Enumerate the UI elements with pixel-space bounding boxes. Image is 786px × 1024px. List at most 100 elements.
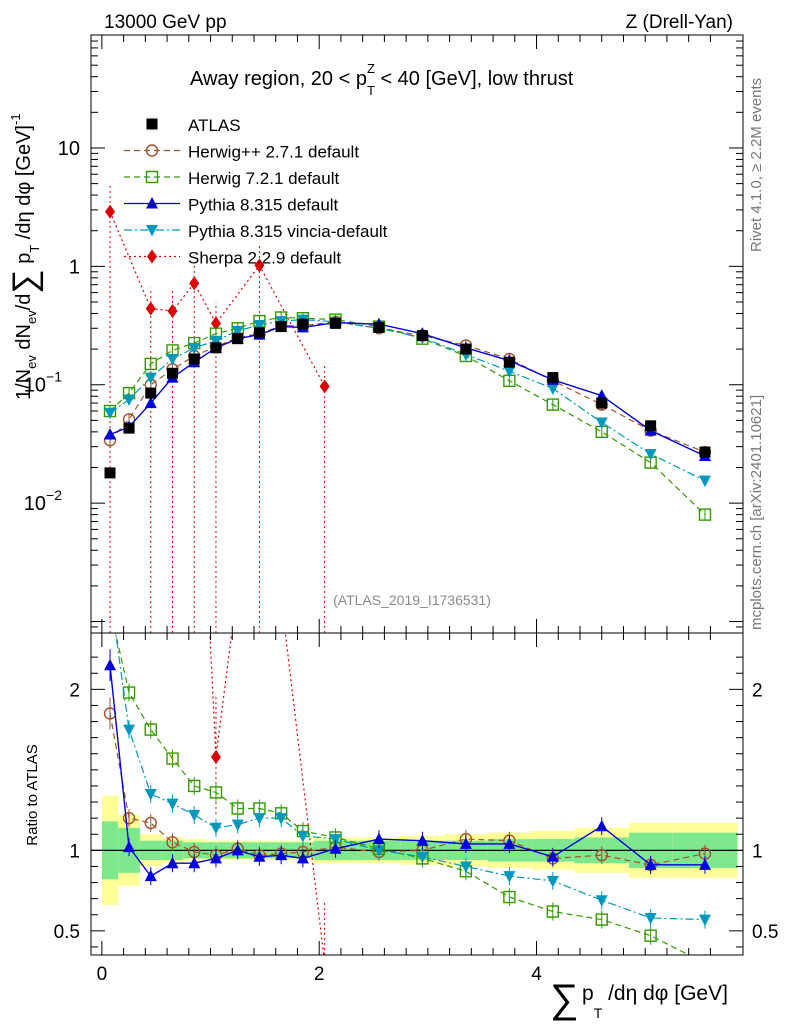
main-y-axis: 10−2 10−1 1 10	[24, 34, 743, 634]
ratio-point-pythia-7	[253, 850, 266, 862]
ratio-point-sherpa-4	[254, 409, 264, 423]
legend: ATLAS Herwig++ 2.7.1 default Herwig 7.2.1 …	[124, 116, 388, 268]
legend-label-atlas: ATLAS	[188, 116, 241, 135]
ratio-y-tick-label-right-0: 0.5	[752, 922, 778, 943]
point-vincia-17	[644, 449, 657, 461]
point-vincia-3	[166, 354, 179, 366]
ratio-point-herwig7-4	[188, 779, 201, 793]
point-atlas-15	[547, 372, 559, 384]
main-y-tick-label-2: 1	[69, 256, 80, 278]
ratio-point-herwig7-14	[503, 890, 516, 904]
ratio-point-vincia-16	[595, 895, 608, 907]
ratio-point-herwig7-3	[166, 752, 179, 765]
main-y-tick-label-3: 10	[58, 138, 80, 160]
series-sherpa	[105, 184, 330, 633]
point-atlas-9	[297, 318, 309, 330]
legend-marker-herwigpp	[145, 144, 159, 157]
ratio-point-vincia-11	[372, 845, 385, 857]
legend-marker-pythia	[146, 197, 158, 209]
ratio-point-pythia-15	[546, 850, 559, 862]
point-atlas-18	[699, 446, 711, 458]
ratio-point-pythia-12	[416, 834, 429, 846]
ratio-frame	[90, 632, 744, 956]
header-right: Z (Drell-Yan)	[626, 12, 733, 33]
ratio-point-herwigpp-3	[166, 836, 179, 849]
point-atlas-10	[330, 317, 341, 329]
x-tick-label-2: 4	[531, 964, 542, 985]
point-herwig7-18	[698, 508, 712, 521]
series-vincia	[104, 314, 711, 488]
main-panel: 10−2 10−1 1 10 (ATLAS_2019_I1736531) Away r…	[6, 34, 744, 634]
ratio-point-herwigpp-16	[595, 848, 608, 862]
point-pythia-2	[144, 396, 157, 409]
legend-marker-vincia	[146, 225, 158, 237]
point-atlas-0	[104, 467, 116, 479]
point-atlas-6	[232, 333, 244, 345]
main-y-tick-label-0: 10−2	[24, 487, 62, 515]
ratio-point-pythia-14	[503, 837, 516, 849]
x-axis-label: ∑ pT /dη dφ [GeV]	[550, 977, 728, 1021]
ratio-point-herwig7-16	[595, 913, 608, 926]
ratio-point-pythia-6	[231, 843, 244, 856]
ratio-point-sherpa-1	[168, 473, 178, 487]
main-series-layer	[103, 184, 712, 633]
ratio-point-pythia-2	[144, 869, 157, 882]
point-atlas-16	[596, 397, 608, 409]
x-tick-label-0: 0	[97, 964, 108, 985]
plot-title-sub: T	[367, 83, 375, 98]
plot-title-sup: Z	[367, 61, 375, 76]
legend-label-vincia: Pythia 8.315 vincia-default	[188, 222, 388, 241]
ratio-point-vincia-13	[459, 861, 472, 873]
point-herwig7-2	[144, 357, 157, 371]
ratio-series-herwig7	[114, 633, 706, 955]
ratio-y-tick-label-0: 0.5	[54, 922, 80, 943]
point-atlas-3	[167, 367, 178, 379]
ratio-y-tick-label-2: 2	[69, 680, 80, 701]
ratio-point-vincia-1	[123, 724, 136, 737]
ratio-y-tick-label-1: 1	[69, 841, 80, 862]
ratio-point-pythia-10	[329, 842, 342, 854]
ratio-point-herwig7-17	[644, 929, 657, 942]
ratio-series-layer	[103, 312, 712, 955]
ratio-point-vincia-7	[253, 813, 266, 825]
ratio-series-sherpa	[168, 312, 326, 955]
ratio-point-herwigpp-1	[122, 811, 136, 825]
point-sherpa-5	[254, 258, 265, 273]
point-atlas-5	[210, 342, 222, 354]
point-atlas-1	[123, 422, 135, 434]
ratio-series-vincia	[115, 633, 711, 929]
x-axis-label-sigma: ∑	[550, 977, 579, 1021]
point-vincia-18	[698, 475, 711, 488]
point-pythia-0	[104, 427, 117, 440]
ratio-point-pythia-9	[296, 851, 309, 864]
main-y-label-text: 1/Nev dNev/d∑ pT /dη dφ [GeV]-1	[6, 113, 44, 400]
point-atlas-2	[145, 387, 157, 399]
ratio-point-pythia-1	[123, 840, 136, 853]
legend-marker-atlas	[146, 118, 158, 130]
point-vincia-4	[188, 342, 201, 355]
ratio-point-vincia-14	[503, 871, 516, 883]
point-atlas-13	[460, 343, 472, 355]
legend-marker-sherpa	[147, 249, 157, 264]
ratio-point-herwig7-2	[144, 723, 157, 736]
ratio-point-pythia-4	[188, 856, 201, 869]
plot-title-a: Away region, 20 < p	[190, 68, 367, 90]
rivet-label: Rivet 4.1.0, ≥ 2.2M events	[748, 78, 765, 252]
ratio-point-vincia-2	[144, 789, 157, 801]
plot-title: Away region, 20 < pZ T < 40 [GeV], low th…	[190, 61, 574, 98]
point-vincia-16	[595, 417, 608, 429]
ratio-point-herwig7-6	[231, 802, 244, 815]
ratio-y-tick-label-right-2: 2	[752, 680, 763, 701]
point-sherpa-0	[105, 204, 116, 219]
ratio-point-pythia-11	[372, 832, 385, 845]
point-atlas-17	[645, 420, 657, 432]
ratio-point-pythia-18	[698, 858, 711, 870]
series-atlas	[104, 317, 711, 479]
point-vincia-2	[144, 372, 157, 385]
ratio-point-sherpa-2	[189, 312, 199, 326]
point-atlas-4	[188, 353, 200, 365]
legend-label-herwig7: Herwig 7.2.1 default	[188, 169, 339, 188]
ratio-point-vincia-17	[644, 912, 657, 925]
point-atlas-11	[373, 321, 385, 333]
